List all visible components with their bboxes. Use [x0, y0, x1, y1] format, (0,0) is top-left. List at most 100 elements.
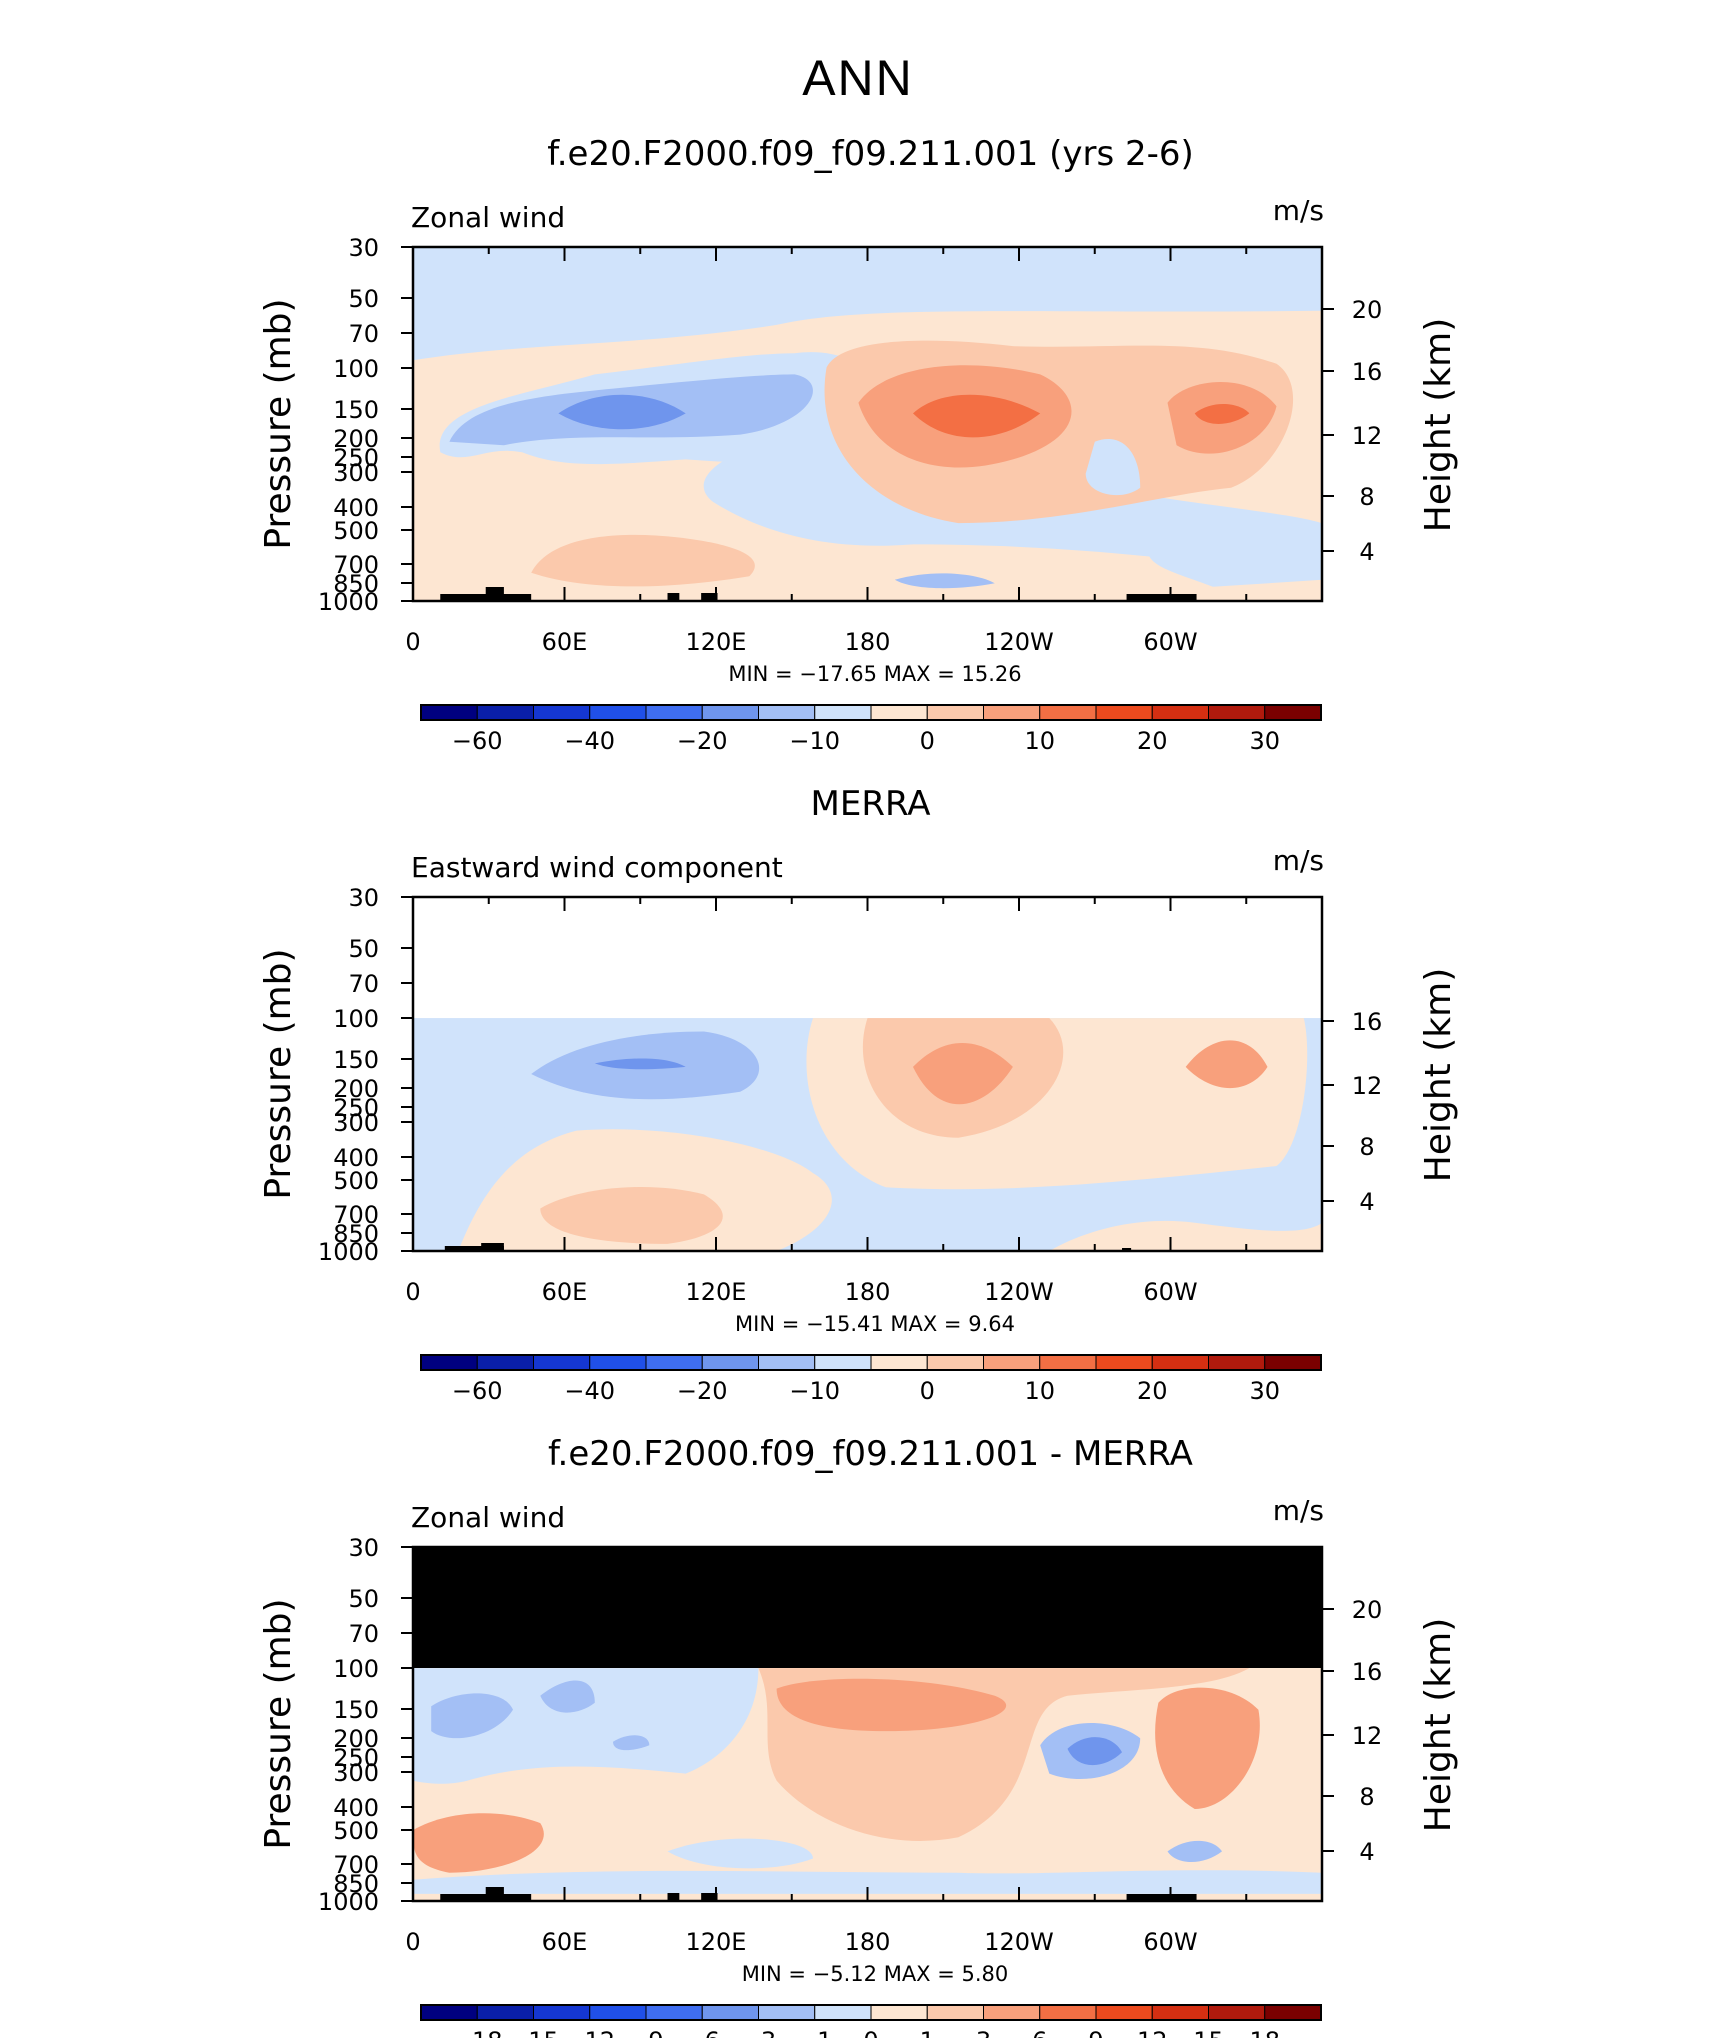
y-axis-title: Pressure (mb)	[258, 298, 299, 549]
colorbar-frame	[420, 1354, 1322, 1371]
topography-block	[485, 587, 504, 601]
x-tick-label: 120E	[686, 1928, 747, 1956]
y-tick-label: 400	[333, 1144, 379, 1172]
x-tick-label: 120W	[984, 1278, 1054, 1306]
contour-band	[594, 1058, 686, 1070]
colorbar-label: 1	[920, 2027, 935, 2038]
x-tick-label: 120W	[984, 628, 1054, 656]
colorbar-box	[1208, 704, 1266, 721]
colorbar-box	[870, 2004, 928, 2021]
contour-band	[413, 1870, 1322, 1894]
colorbar-box	[420, 704, 478, 721]
colorbar-box	[926, 2004, 984, 2021]
colorbar-box	[983, 704, 1041, 721]
colorbar-box	[1039, 1354, 1097, 1371]
contour-field	[413, 1018, 1322, 1251]
y-tick-label: 850	[333, 570, 379, 598]
topography-block	[1126, 1894, 1197, 1901]
contour-band	[431, 1030, 592, 1142]
height-tick-label: 16	[1352, 358, 1383, 386]
height-tick-label: 12	[1352, 1722, 1383, 1750]
colorbar-box	[758, 704, 816, 721]
height-tick-label: 4	[1359, 538, 1374, 566]
x-tick-label: 180	[845, 1928, 891, 1956]
colorbar-box	[1151, 704, 1209, 721]
colorbar-label: 20	[1137, 1377, 1168, 1405]
colorbar-box	[645, 1354, 703, 1371]
colorbar-label: −3	[741, 2027, 776, 2038]
height-tick-label: 4	[1359, 1838, 1374, 1866]
contour-band	[1085, 438, 1141, 496]
x-tick-label: 60W	[1143, 1278, 1197, 1306]
colorbar-label: 0	[863, 2027, 878, 2038]
min-max-label: MIN = −5.12 MAX = 5.80	[742, 1962, 1009, 1986]
colorbar-box	[701, 1354, 759, 1371]
topography-block	[481, 1243, 504, 1251]
contour-band	[431, 1693, 513, 1739]
colorbar-label: −20	[677, 1377, 728, 1405]
colorbar-label: 30	[1249, 727, 1280, 755]
y-tick-label: 500	[333, 1167, 379, 1195]
x-tick-label: 0	[405, 1278, 420, 1306]
colorbar-label: −15	[508, 2027, 559, 2038]
colorbar-box	[645, 2004, 703, 2021]
x-tick-label: 120E	[686, 628, 747, 656]
missing-data-mask	[413, 1547, 1322, 1668]
contour-band	[894, 573, 995, 589]
colorbar-label: 0	[920, 727, 935, 755]
y-tick-label: 150	[333, 396, 379, 424]
y-axis-title-right: Height (km)	[1418, 318, 1459, 532]
y-tick-label: 50	[348, 1585, 379, 1613]
x-tick-label: 180	[845, 1278, 891, 1306]
colorbar-label: 10	[1024, 727, 1055, 755]
colorbar-box	[926, 1354, 984, 1371]
colorbar-box	[1095, 2004, 1153, 2021]
colorbar-label: −10	[789, 727, 840, 755]
y-tick-label: 30	[348, 884, 379, 912]
y-tick-label: 70	[348, 1620, 379, 1648]
panel-3: f.e20.F2000.f09_f09.211.001 - MERRA Zonal…	[258, 1434, 1459, 2038]
colorbar-box	[1208, 1354, 1266, 1371]
topography-block	[440, 1894, 532, 1901]
y-tick-label: 700	[333, 1201, 379, 1229]
topography-block	[667, 1893, 680, 1901]
page-title: ANN	[802, 50, 914, 106]
colorbar-label: −18	[452, 2027, 503, 2038]
y-tick-label: 500	[333, 1817, 379, 1845]
x-tick-label: 60E	[542, 1278, 588, 1306]
colorbar-label: −9	[628, 2027, 663, 2038]
y-tick-label: 250	[333, 1094, 379, 1122]
colorbar: −60 −40 −20 −10 0 10 20 30	[420, 1354, 1322, 1405]
y-axis-title: Pressure (mb)	[258, 1598, 299, 1849]
height-tick-label: 12	[1352, 422, 1383, 450]
colorbar-box	[533, 2004, 591, 2021]
contour-band	[413, 1668, 759, 1784]
height-tick-label: 8	[1359, 1133, 1374, 1161]
y-axis-title: Pressure (mb)	[258, 948, 299, 1199]
contour-band	[1185, 1040, 1268, 1089]
y-tick-label: 200	[333, 1725, 379, 1753]
colorbar-label: −10	[789, 1377, 840, 1405]
colorbar-label: 30	[1249, 1377, 1280, 1405]
contour-band	[558, 394, 686, 430]
contour-band	[531, 534, 755, 587]
colorbar-label: 3	[976, 2027, 991, 2038]
y-tick-label: 400	[333, 1794, 379, 1822]
colorbar-label: 12	[1137, 2027, 1168, 2038]
y-tick-label: 250	[333, 1744, 379, 1772]
panel-variable-label: Zonal wind	[411, 201, 565, 234]
height-tick-label: 20	[1352, 1596, 1383, 1624]
y-tick-label: 300	[333, 1759, 379, 1787]
topography-block	[1126, 594, 1197, 601]
height-tick-label: 20	[1352, 296, 1383, 324]
colorbar-frame	[420, 2004, 1322, 2021]
colorbar-label: 6	[1032, 2027, 1047, 2038]
contour-field	[413, 247, 1322, 601]
colorbar-label: 0	[920, 1377, 935, 1405]
colorbar-box	[1095, 1354, 1153, 1371]
y-tick-label: 850	[333, 1870, 379, 1898]
contour-band	[667, 1838, 813, 1869]
panel-title: f.e20.F2000.f09_f09.211.001 (yrs 2-6)	[547, 134, 1194, 174]
y-tick-label: 150	[333, 1696, 379, 1724]
colorbar-label: 10	[1024, 1377, 1055, 1405]
